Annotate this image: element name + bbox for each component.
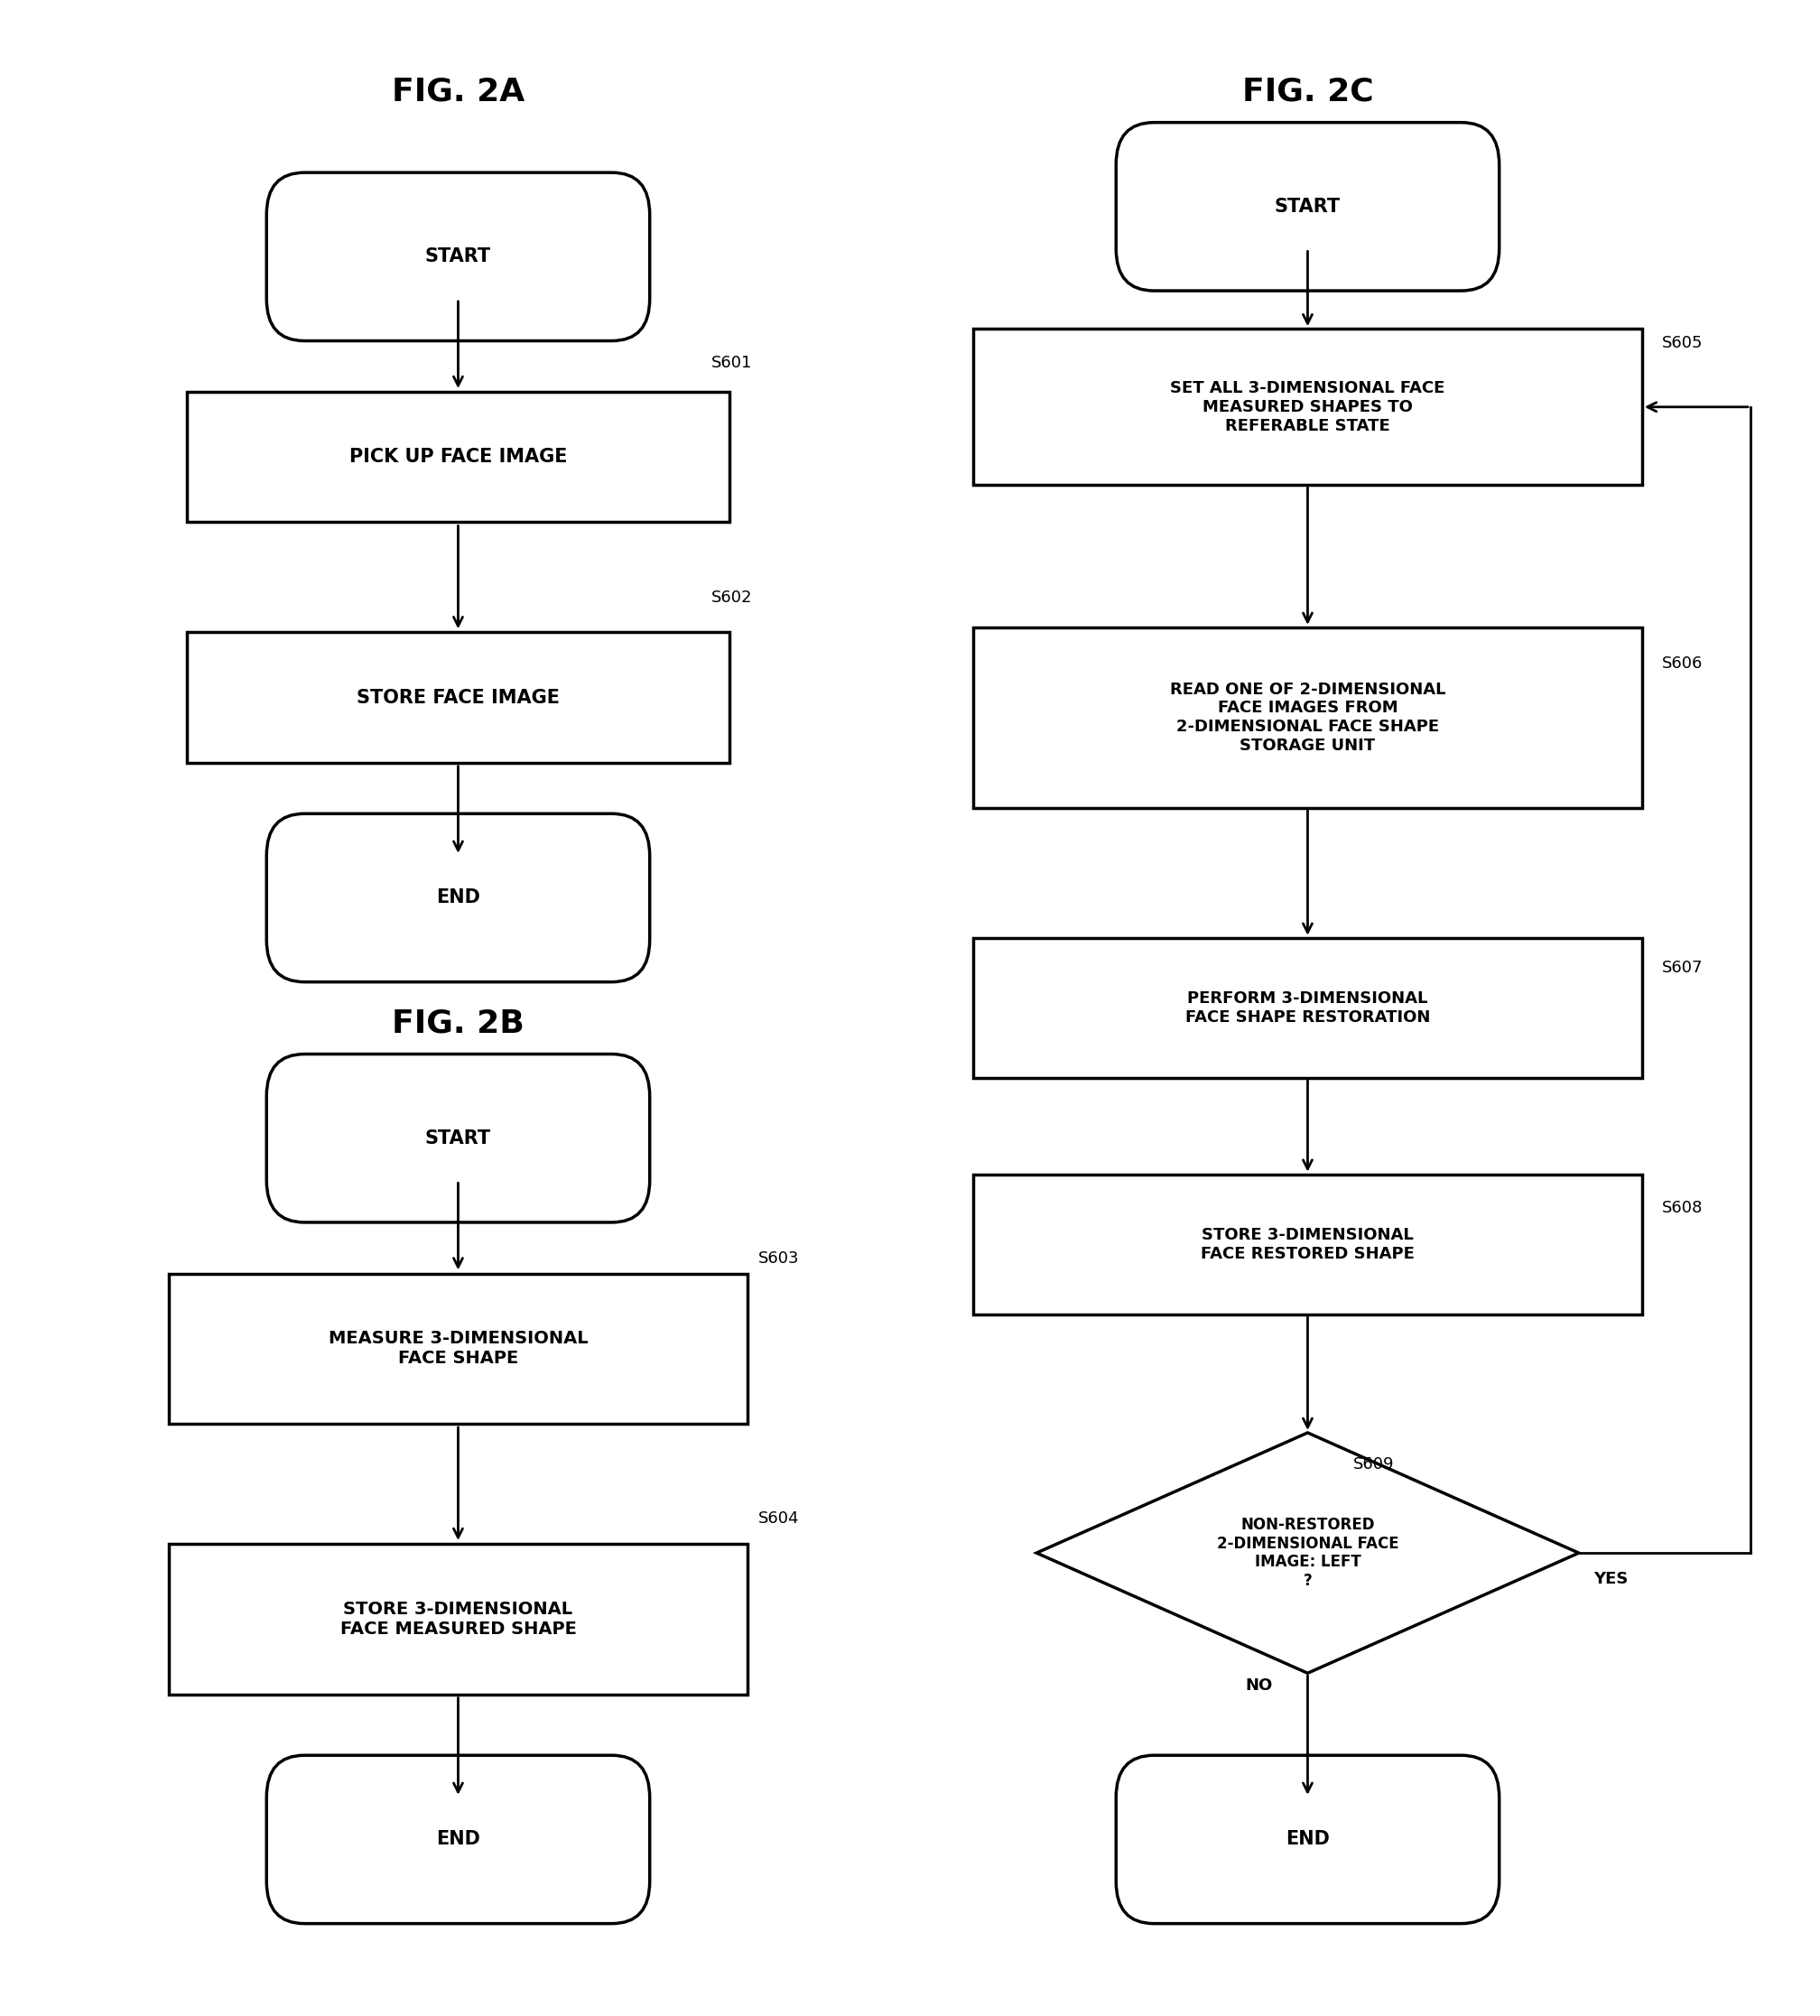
Text: S605: S605 [1662, 335, 1704, 351]
FancyBboxPatch shape [266, 1756, 650, 1923]
Text: PERFORM 3-DIMENSIONAL
FACE SHAPE RESTORATION: PERFORM 3-DIMENSIONAL FACE SHAPE RESTORA… [1185, 990, 1431, 1026]
Polygon shape [1037, 1433, 1578, 1673]
Text: SET ALL 3-DIMENSIONAL FACE
MEASURED SHAPES TO
REFERABLE STATE: SET ALL 3-DIMENSIONAL FACE MEASURED SHAP… [1170, 381, 1445, 433]
FancyBboxPatch shape [974, 1173, 1642, 1314]
Text: S601: S601 [712, 355, 752, 371]
Text: PICK UP FACE IMAGE: PICK UP FACE IMAGE [349, 448, 568, 466]
FancyBboxPatch shape [1116, 123, 1500, 290]
Text: S606: S606 [1662, 655, 1704, 671]
Text: START: START [1274, 198, 1341, 216]
FancyBboxPatch shape [974, 627, 1642, 808]
Text: S608: S608 [1662, 1200, 1704, 1216]
Text: S604: S604 [759, 1510, 799, 1526]
Text: END: END [437, 889, 480, 907]
Text: YES: YES [1592, 1570, 1627, 1587]
Text: READ ONE OF 2-DIMENSIONAL
FACE IMAGES FROM
2-DIMENSIONAL FACE SHAPE
STORAGE UNIT: READ ONE OF 2-DIMENSIONAL FACE IMAGES FR… [1170, 681, 1445, 754]
FancyBboxPatch shape [1116, 1756, 1500, 1923]
FancyBboxPatch shape [974, 329, 1642, 486]
FancyBboxPatch shape [169, 1274, 748, 1423]
Text: END: END [437, 1831, 480, 1849]
FancyBboxPatch shape [187, 633, 730, 762]
Text: FIG. 2C: FIG. 2C [1241, 77, 1374, 107]
Text: START: START [426, 1129, 491, 1147]
FancyBboxPatch shape [266, 1054, 650, 1222]
Text: STORE 3-DIMENSIONAL
FACE RESTORED SHAPE: STORE 3-DIMENSIONAL FACE RESTORED SHAPE [1201, 1228, 1414, 1262]
Text: S602: S602 [712, 589, 752, 605]
Text: NON-RESTORED
2-DIMENSIONAL FACE
IMAGE: LEFT
?: NON-RESTORED 2-DIMENSIONAL FACE IMAGE: L… [1216, 1516, 1398, 1589]
Text: STORE FACE IMAGE: STORE FACE IMAGE [357, 687, 561, 706]
Text: START: START [426, 248, 491, 266]
Text: FIG. 2A: FIG. 2A [391, 77, 524, 107]
Text: S603: S603 [759, 1250, 799, 1266]
FancyBboxPatch shape [974, 937, 1642, 1079]
Text: FIG. 2B: FIG. 2B [391, 1008, 524, 1038]
FancyBboxPatch shape [266, 173, 650, 341]
Text: END: END [1285, 1831, 1330, 1849]
Text: S607: S607 [1662, 960, 1704, 976]
Text: S609: S609 [1352, 1458, 1394, 1474]
Text: STORE 3-DIMENSIONAL
FACE MEASURED SHAPE: STORE 3-DIMENSIONAL FACE MEASURED SHAPE [340, 1601, 577, 1637]
FancyBboxPatch shape [266, 814, 650, 982]
FancyBboxPatch shape [187, 391, 730, 522]
Text: MEASURE 3-DIMENSIONAL
FACE SHAPE: MEASURE 3-DIMENSIONAL FACE SHAPE [328, 1331, 588, 1367]
FancyBboxPatch shape [169, 1544, 748, 1693]
Text: NO: NO [1245, 1677, 1272, 1693]
